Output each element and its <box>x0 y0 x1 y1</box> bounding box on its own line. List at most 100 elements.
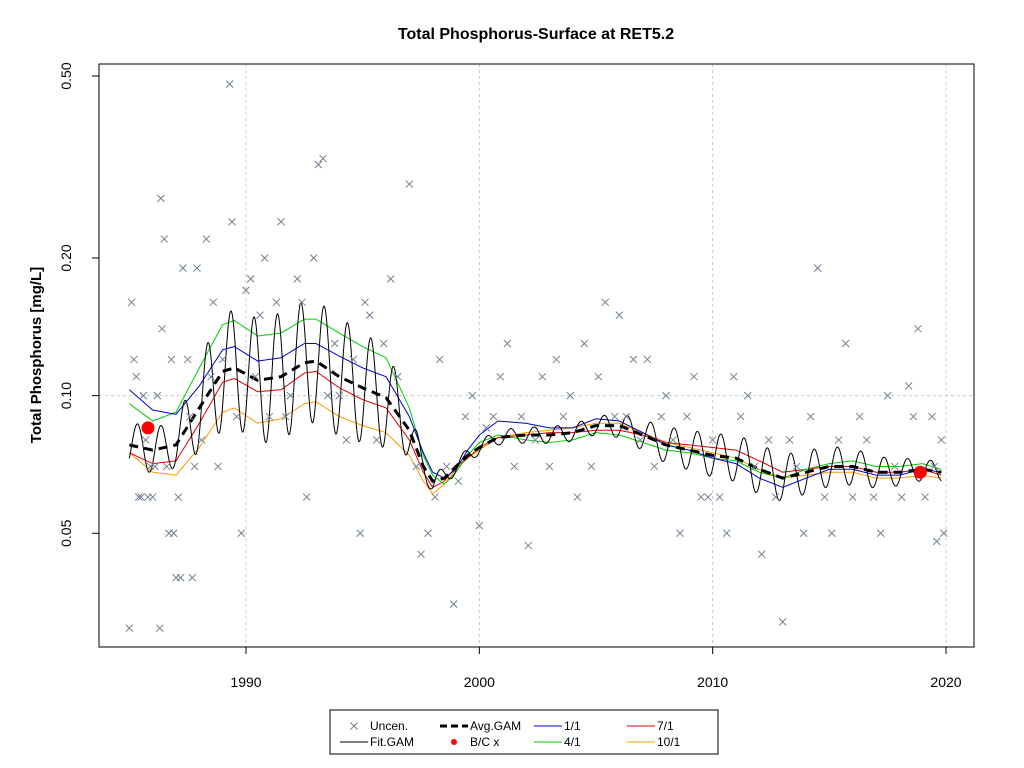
observation-marker <box>379 339 388 348</box>
observation-marker <box>538 372 547 381</box>
observation-marker <box>566 391 575 400</box>
observation-marker <box>335 391 344 400</box>
observation-marker <box>435 355 444 364</box>
observation-stroke <box>272 298 281 307</box>
observation-stroke <box>722 529 731 538</box>
fit-gam-line <box>128 302 942 502</box>
observation-stroke <box>909 412 918 421</box>
observation-marker <box>909 412 918 421</box>
observation-marker <box>799 529 808 538</box>
observation-stroke <box>151 462 159 471</box>
observation-stroke <box>482 424 491 432</box>
observation-marker <box>643 355 652 364</box>
observation-marker <box>207 372 215 381</box>
observation-marker <box>580 339 589 348</box>
observation-marker <box>386 275 395 283</box>
legend-item: Uncen. <box>350 719 408 733</box>
observation-marker <box>834 436 843 444</box>
observation-marker <box>174 493 183 501</box>
observation-marker <box>897 493 906 501</box>
observation-stroke <box>580 339 589 348</box>
observation-stroke <box>855 412 864 421</box>
bc-point <box>913 465 927 479</box>
observation-stroke <box>256 311 264 319</box>
observation-marker <box>260 254 269 262</box>
observation-stroke <box>715 493 724 501</box>
observation-stroke <box>393 372 402 381</box>
observation-stroke <box>242 286 250 295</box>
observation-stroke <box>904 382 913 390</box>
observation-marker <box>323 391 332 400</box>
observation-stroke <box>704 493 712 501</box>
observation-marker <box>683 412 691 421</box>
observation-marker <box>153 391 162 400</box>
observation-stroke <box>158 324 166 333</box>
observation-marker <box>496 372 505 381</box>
observation-marker <box>764 436 773 444</box>
observation-stroke <box>127 298 136 307</box>
observation-marker <box>482 424 491 432</box>
observation-marker <box>132 372 141 381</box>
observation-marker <box>190 462 199 471</box>
legend-symbol <box>451 739 457 745</box>
observation-marker <box>629 355 638 364</box>
observation-marker <box>139 391 148 400</box>
gridlines <box>99 64 974 647</box>
observation-stroke <box>622 412 631 421</box>
chart-title: Total Phosphorus-Surface at RET5.2 <box>398 26 674 43</box>
bc-point <box>141 421 155 435</box>
observation-stroke <box>510 462 519 471</box>
observation-stroke <box>545 462 554 471</box>
observation-marker <box>475 521 484 530</box>
observation-marker <box>160 235 169 243</box>
observation-marker <box>785 436 794 444</box>
observation-stroke <box>214 462 222 471</box>
observation-stroke <box>496 372 505 381</box>
observation-marker <box>330 339 339 348</box>
observation-marker <box>405 180 414 189</box>
observation-stroke <box>937 436 946 444</box>
observation-stroke <box>386 275 395 283</box>
observation-stroke <box>736 412 745 421</box>
observation-marker <box>813 264 822 273</box>
observation-marker <box>277 217 285 226</box>
observation-marker <box>792 462 801 471</box>
observation-stroke <box>636 436 645 444</box>
observation-marker <box>349 355 358 364</box>
observation-marker <box>503 339 512 348</box>
bc-points <box>141 421 927 479</box>
observation-stroke <box>251 372 260 381</box>
observation-stroke <box>643 355 652 364</box>
legend-label: 7/1 <box>657 719 674 733</box>
observation-stroke <box>405 180 414 189</box>
curve-c-4-1 <box>129 318 942 485</box>
observation-stroke <box>771 493 780 501</box>
observation-marker <box>242 286 250 295</box>
observation-marker <box>281 412 290 421</box>
observation-stroke <box>228 217 236 226</box>
observation-stroke <box>246 275 255 283</box>
observation-marker <box>251 372 260 381</box>
observation-marker <box>757 550 766 559</box>
observation-stroke <box>137 493 145 501</box>
observation-marker <box>573 493 582 501</box>
observation-stroke <box>379 339 388 348</box>
observation-marker <box>148 493 157 501</box>
observation-stroke <box>186 412 194 421</box>
observation-marker <box>489 412 498 421</box>
observation-marker <box>736 412 745 421</box>
observation-stroke <box>167 355 176 364</box>
observations <box>125 80 948 633</box>
observation-marker <box>806 412 815 421</box>
observation-stroke <box>489 412 498 421</box>
observation-stroke <box>848 493 857 501</box>
observation-stroke <box>932 537 941 546</box>
observation-stroke <box>134 493 143 501</box>
observation-stroke <box>207 372 215 381</box>
observation-marker <box>848 493 857 501</box>
observation-stroke <box>897 493 906 501</box>
observation-stroke <box>876 529 885 538</box>
observation-marker <box>256 311 264 319</box>
observation-stroke <box>594 372 603 381</box>
observation-stroke <box>209 298 218 307</box>
